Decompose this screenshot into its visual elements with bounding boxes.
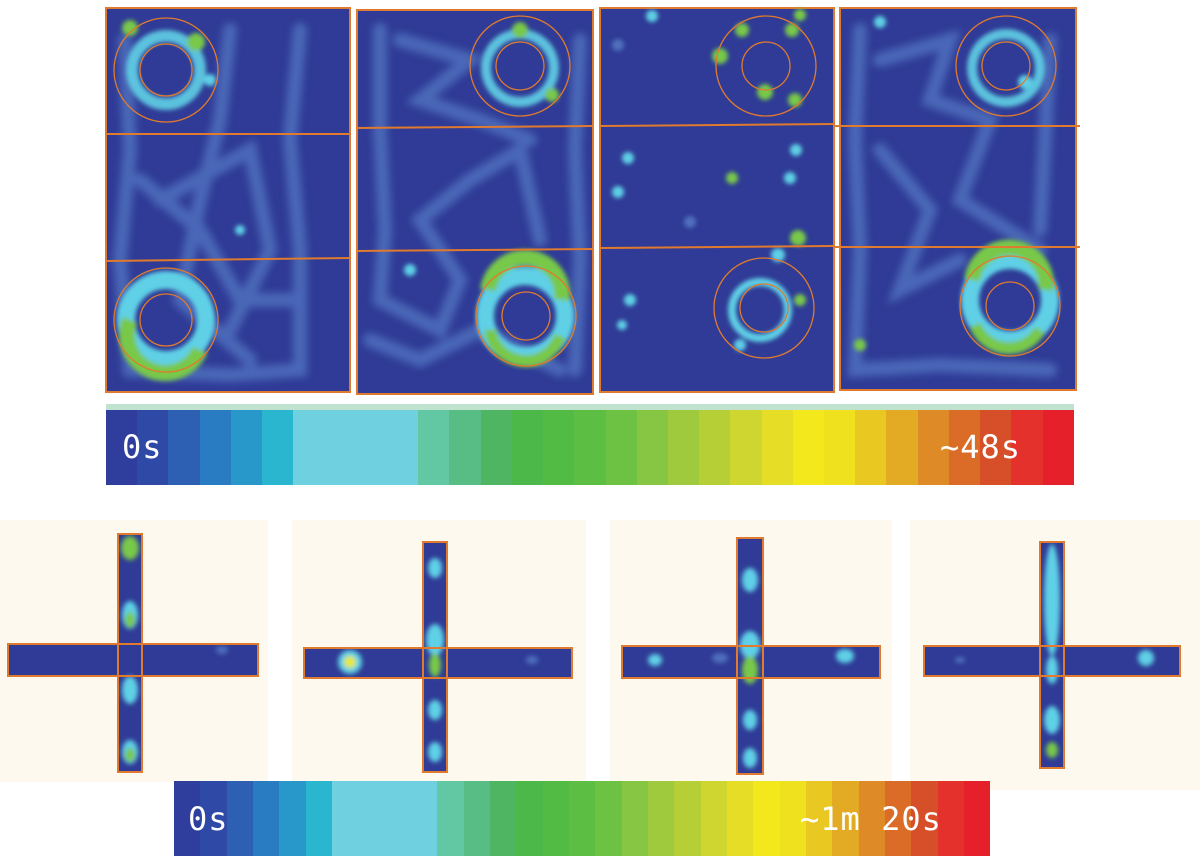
colorbar-swatch: [855, 410, 887, 485]
colorbar-swatch: [699, 410, 731, 485]
colorbar-swatch: [753, 781, 780, 856]
open-field-heatmaps: [105, 7, 1080, 395]
colorbar-swatch: [489, 781, 517, 856]
colorbar-swatch: [858, 781, 885, 856]
colorbar-swatch: [674, 781, 701, 856]
colorbar-swatch: [200, 781, 227, 856]
colorbar-swatch: [230, 410, 263, 485]
colorbar-swatch: [137, 410, 169, 485]
colorbar-swatch: [410, 781, 438, 856]
colorbar-swatch: [948, 410, 981, 485]
colorbar-swatch: [449, 410, 481, 485]
colorbar-swatch: [980, 410, 1012, 485]
colorbar-swatch: [262, 410, 294, 485]
arena-panel-4: [834, 7, 1080, 391]
colorbar-swatch: [418, 410, 450, 485]
colorbar-swatch: [574, 410, 606, 485]
colorbar-swatch: [761, 410, 793, 485]
colorbar-swatch: [667, 410, 700, 485]
plus-maze-3: [621, 537, 881, 775]
colorbar-swatch: [792, 410, 825, 485]
colorbar-swatch: [106, 410, 138, 485]
hotspots: [955, 544, 1154, 758]
colorbar-swatch: [305, 781, 332, 856]
plus-maze-1: [7, 533, 259, 773]
colorbar-swatch: [824, 410, 856, 485]
plus-maze-4: [923, 541, 1181, 769]
colorbar-top-max-label: ~48s: [940, 428, 1022, 466]
colorbar-swatch: [917, 410, 949, 485]
colorbar-swatch: [779, 781, 806, 856]
colorbar-swatch: [293, 410, 325, 485]
colorbar-swatch: [174, 781, 201, 856]
colorbar-swatch: [511, 410, 544, 485]
arena-panel-3: [599, 7, 835, 393]
trail-path: [847, 23, 1057, 378]
colorbar-bottom-min-label: 0s: [188, 800, 229, 838]
colorbar-bottom: [174, 781, 990, 856]
colorbar-swatch: [937, 781, 964, 856]
colorbar-swatch: [911, 781, 938, 856]
colorbar-swatch: [463, 781, 490, 856]
colorbar-swatch: [730, 410, 762, 485]
colorbar-swatch: [480, 410, 512, 485]
colorbar-swatch: [963, 781, 990, 856]
colorbar-swatch: [621, 781, 648, 856]
colorbar-swatch: [358, 781, 385, 856]
colorbar-swatch: [805, 781, 833, 856]
colorbar-swatch: [1011, 410, 1043, 485]
colorbar-swatch: [595, 781, 622, 856]
colorbar-swatch: [542, 781, 569, 856]
colorbar-swatch: [226, 781, 253, 856]
colorbar-swatch: [832, 781, 859, 856]
colorbar-swatch: [199, 410, 231, 485]
colorbar-swatch: [568, 781, 596, 856]
colorbar-swatch: [726, 781, 754, 856]
colorbar-top-min-label: 0s: [122, 428, 163, 466]
colorbar-swatch: [605, 410, 637, 485]
colorbar-swatch: [1042, 410, 1074, 485]
colorbar-swatch: [884, 781, 912, 856]
colorbar-swatch: [279, 781, 306, 856]
colorbar-swatch: [324, 410, 356, 485]
colorbar-swatch: [886, 410, 918, 485]
plus-maze-heatmaps: [7, 533, 1181, 775]
colorbar-swatch: [700, 781, 727, 856]
colorbar-swatch: [386, 410, 419, 485]
arena-panel-1: [105, 7, 351, 393]
colorbar-swatch: [543, 410, 575, 485]
colorbar-swatch: [647, 781, 675, 856]
colorbar-top-edge: [106, 404, 1074, 410]
colorbar-top: [106, 410, 1074, 485]
colorbar-swatch: [168, 410, 200, 485]
colorbar-swatch: [516, 781, 543, 856]
colorbar-swatch: [252, 781, 280, 856]
plus-maze-2: [303, 541, 573, 773]
colorbar-swatch: [636, 410, 668, 485]
colorbar-swatch: [437, 781, 464, 856]
hotspots: [121, 536, 228, 764]
colorbar-swatch: [384, 781, 411, 856]
colorbar-swatch: [331, 781, 359, 856]
colorbar-bottom-max-label: ~1m 20s: [800, 800, 942, 838]
colorbar-swatch: [355, 410, 387, 485]
arena-panel-2: [356, 9, 594, 395]
hotspots: [404, 22, 574, 368]
